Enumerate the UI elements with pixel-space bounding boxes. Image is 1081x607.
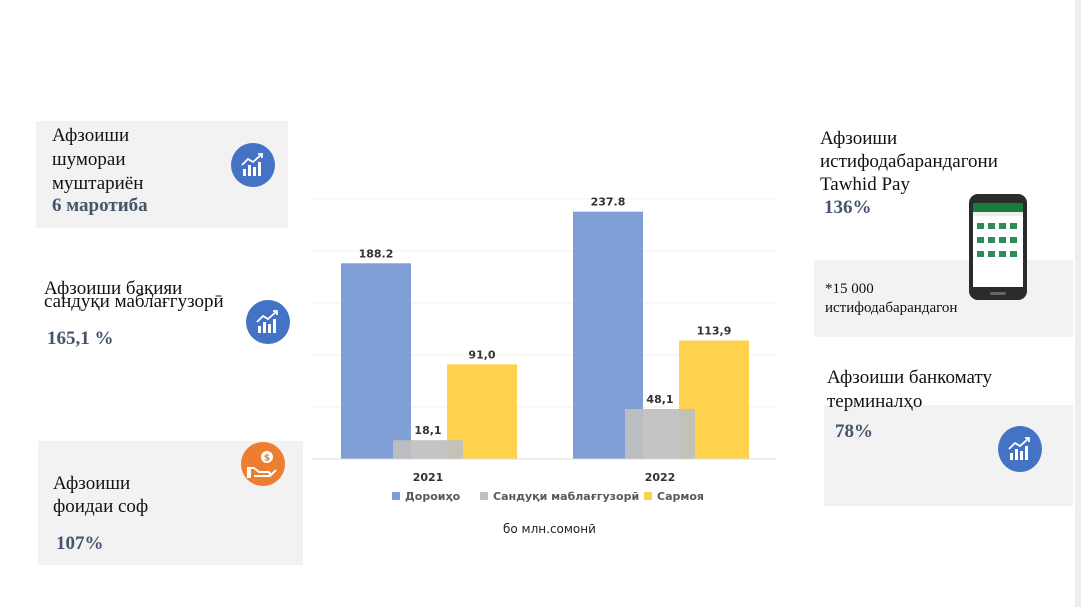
kpi-atm-label-2: терминалҳо [827, 391, 923, 412]
kpi-deposits-label-2: сандуқи маблағгузорӣ [44, 291, 224, 312]
x-tick-label: 2022 [645, 471, 676, 484]
kpi-clients-value: 6 маротиба [52, 195, 148, 216]
kpi-atm-label-1: Афзоиши банкомату [827, 367, 992, 388]
data-label: 188.2 [359, 247, 394, 260]
kpi-tawhid-panel [814, 260, 1073, 337]
bar-Сандуқи маблағгузорӣ [393, 440, 463, 459]
legend-label: Дороиҳо [405, 490, 461, 503]
data-label: 91,0 [468, 348, 495, 361]
kpi-tawhid-label-1: Афзоиши [820, 128, 898, 149]
kpi-tawhid-note-1: *15 000 [825, 281, 874, 297]
kpi-clients-label-3: муштариён [52, 173, 144, 194]
kpi-atm-value: 78% [835, 421, 873, 442]
legend-swatch [644, 492, 652, 500]
right-edge-strip [1075, 0, 1081, 607]
legend-label: Сандуқи маблағгузорӣ [493, 490, 639, 503]
bar-Дороиҳо [341, 263, 411, 459]
kpi-deposits-value: 165,1 % [47, 328, 114, 349]
kpi-tawhid-label-2: истифодабарандагони [820, 151, 998, 172]
data-label: 48,1 [646, 393, 673, 406]
growth-chart-icon [246, 300, 290, 344]
bar-Сандуқи маблағгузорӣ [625, 408, 695, 459]
smartphone-icon [968, 193, 1028, 301]
growth-chart-icon [231, 143, 275, 187]
bar-chart: 188.2 91,0 18,1 2021 237.8 113,9 48,1 2022 Дорои… [312, 196, 776, 503]
svg-text:$: $ [264, 454, 270, 464]
growth-chart-icon [998, 426, 1042, 472]
kpi-deposits-label-1: Афзоиши бақияи [44, 278, 183, 299]
legend-swatch [480, 492, 488, 500]
kpi-profit-value: 107% [56, 533, 104, 554]
kpi-tawhid-note-2: истифодабарандагон [825, 300, 958, 316]
kpi-profit-label-1: Афзоиши [53, 473, 131, 494]
legend-swatch [392, 492, 400, 500]
kpi-profit-label-2: фоидаи соф [53, 496, 149, 517]
money-hand-icon: $ [241, 442, 285, 486]
data-label: 113,9 [697, 325, 732, 338]
chart-unit-label: бо млн.сомонӣ [503, 522, 596, 536]
kpi-tawhid-value: 136% [824, 197, 872, 218]
legend-label: Сармоя [657, 490, 704, 503]
data-label: 237.8 [591, 196, 626, 209]
kpi-clients-label-2: шумораи [52, 149, 126, 170]
x-tick-label: 2021 [413, 471, 444, 484]
kpi-tawhid-label-3: Tawhid Pay [820, 174, 910, 195]
kpi-clients-label-1: Афзоиши [52, 125, 130, 146]
data-label: 18,1 [414, 424, 441, 437]
